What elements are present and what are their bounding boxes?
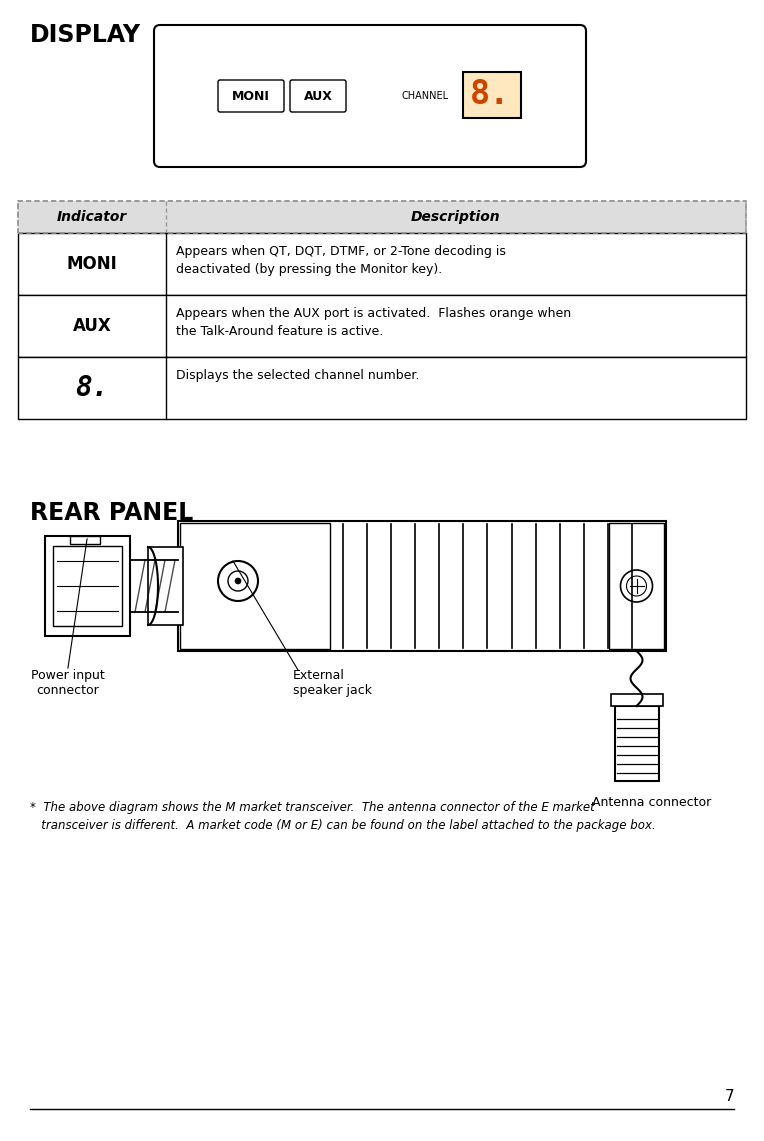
Text: MONI: MONI — [66, 254, 118, 273]
Text: 8.: 8. — [470, 79, 510, 112]
Bar — [18, 357, 746, 419]
Text: REAR PANEL: REAR PANEL — [30, 501, 193, 525]
Bar — [180, 523, 330, 649]
FancyBboxPatch shape — [290, 80, 346, 112]
Text: 7: 7 — [724, 1089, 734, 1104]
Text: Displays the selected channel number.: Displays the selected channel number. — [176, 369, 419, 382]
Text: CHANNEL: CHANNEL — [401, 91, 448, 102]
Text: Appears when the AUX port is activated.  Flashes orange when
the Talk-Around fea: Appears when the AUX port is activated. … — [176, 307, 571, 338]
Bar — [148, 547, 183, 625]
Text: Appears when QT, DQT, DTMF, or 2-Tone decoding is
deactivated (by pressing the M: Appears when QT, DQT, DTMF, or 2-Tone de… — [176, 245, 506, 276]
Text: DISPLAY: DISPLAY — [30, 23, 141, 47]
Text: 8.: 8. — [75, 374, 108, 402]
Bar — [70, 536, 100, 544]
Circle shape — [620, 570, 652, 602]
Bar — [610, 694, 662, 706]
Text: AUX: AUX — [303, 89, 332, 103]
Bar — [45, 536, 130, 636]
Text: AUX: AUX — [73, 317, 112, 335]
Text: External
speaker jack: External speaker jack — [293, 669, 372, 697]
Text: Antenna connector: Antenna connector — [592, 796, 711, 809]
FancyBboxPatch shape — [218, 80, 284, 112]
Text: Power input
connector: Power input connector — [31, 669, 105, 697]
FancyBboxPatch shape — [154, 25, 586, 167]
Circle shape — [228, 570, 248, 591]
Bar — [463, 72, 521, 118]
Text: *  The above diagram shows the M market transceiver.  The antenna connector of t: * The above diagram shows the M market t… — [30, 801, 656, 832]
Text: MONI: MONI — [232, 89, 270, 103]
Bar — [18, 201, 746, 233]
Circle shape — [626, 576, 646, 596]
Bar — [614, 706, 659, 780]
Circle shape — [218, 561, 258, 601]
Bar — [53, 547, 122, 626]
Bar — [18, 296, 746, 357]
Text: Description: Description — [411, 210, 501, 224]
Bar — [18, 233, 746, 296]
Bar — [609, 523, 664, 649]
Text: Indicator: Indicator — [57, 210, 127, 224]
Circle shape — [235, 578, 241, 584]
Bar — [178, 521, 666, 652]
